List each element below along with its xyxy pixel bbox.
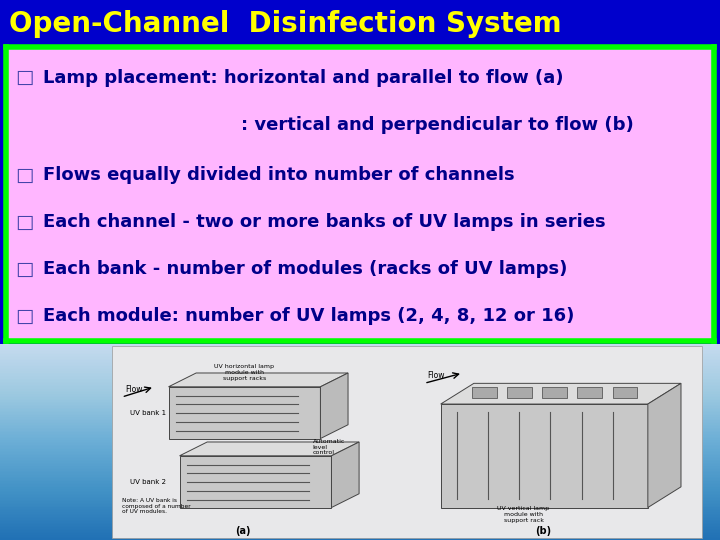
Polygon shape xyxy=(179,456,331,508)
Text: □: □ xyxy=(15,69,33,87)
Polygon shape xyxy=(168,387,320,438)
Text: (a): (a) xyxy=(235,526,251,536)
Polygon shape xyxy=(320,373,348,438)
Text: Flow: Flow xyxy=(125,384,143,394)
Polygon shape xyxy=(648,383,681,508)
Text: Lamp placement: horizontal and parallel to flow (a): Lamp placement: horizontal and parallel … xyxy=(42,69,563,87)
Text: Flow: Flow xyxy=(428,371,445,380)
Bar xyxy=(542,388,567,398)
Polygon shape xyxy=(441,383,681,404)
Text: Each module: number of UV lamps (2, 4, 8, 12 or 16): Each module: number of UV lamps (2, 4, 8… xyxy=(42,307,574,325)
Polygon shape xyxy=(179,442,359,456)
Bar xyxy=(613,388,637,398)
Text: □: □ xyxy=(15,307,33,326)
Text: : vertical and perpendicular to flow (b): : vertical and perpendicular to flow (b) xyxy=(241,116,634,134)
Text: UV vertical lamp
module with
support rack: UV vertical lamp module with support rac… xyxy=(498,507,549,523)
Text: Open-Channel  Disinfection System: Open-Channel Disinfection System xyxy=(9,10,562,38)
Text: UV bank 1: UV bank 1 xyxy=(130,410,166,416)
Polygon shape xyxy=(331,442,359,508)
Text: □: □ xyxy=(15,260,33,279)
Text: Each channel - two or more banks of UV lamps in series: Each channel - two or more banks of UV l… xyxy=(42,213,606,231)
Text: Automatic
level
control: Automatic level control xyxy=(312,439,345,455)
Text: Flows equally divided into number of channels: Flows equally divided into number of cha… xyxy=(42,166,514,184)
Polygon shape xyxy=(168,373,348,387)
Text: Note: A UV bank is
composed of a number
of UV modules.: Note: A UV bank is composed of a number … xyxy=(122,498,191,515)
Text: □: □ xyxy=(15,213,33,232)
Bar xyxy=(507,388,532,398)
Text: UV horizontal lamp
module with
support racks: UV horizontal lamp module with support r… xyxy=(215,364,274,381)
Polygon shape xyxy=(441,404,648,508)
Text: UV bank 2: UV bank 2 xyxy=(130,478,166,485)
Text: (b): (b) xyxy=(535,526,551,536)
Text: □: □ xyxy=(15,165,33,185)
Bar xyxy=(472,388,497,398)
Bar xyxy=(112,346,702,538)
Bar xyxy=(577,388,602,398)
Text: Each bank - number of modules (racks of UV lamps): Each bank - number of modules (racks of … xyxy=(42,260,567,278)
